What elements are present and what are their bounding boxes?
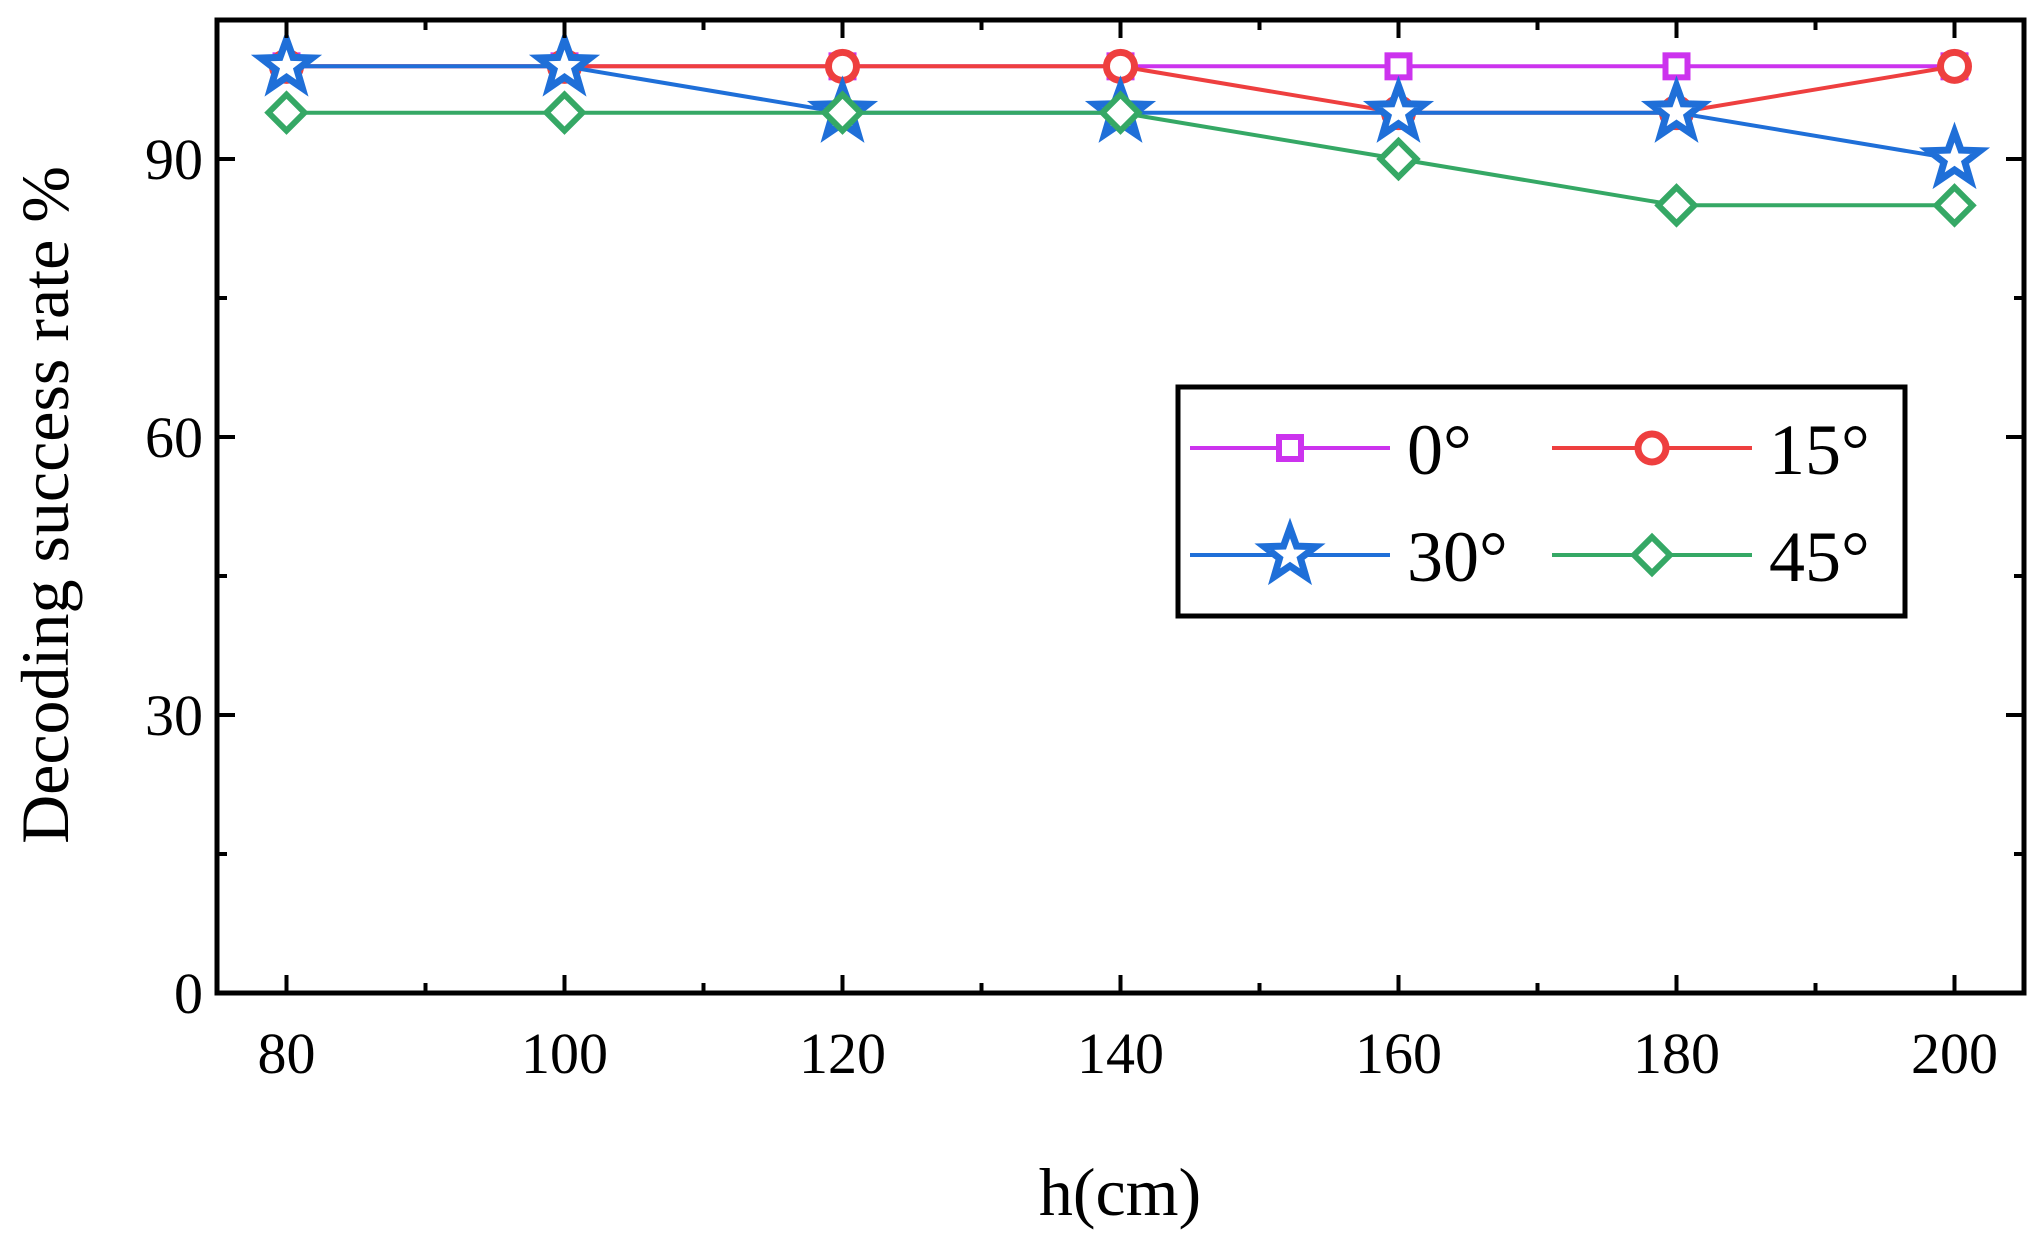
- legend-item: 0°: [1190, 410, 1472, 490]
- x-tick-label: 120: [799, 1021, 886, 1086]
- data-point: [1654, 183, 1699, 228]
- x-tick-label: 80: [258, 1021, 316, 1086]
- legend: 0° 15° 30° 45°: [1175, 384, 1908, 619]
- axis-ticks: [217, 18, 2024, 995]
- y-tick-label: 30: [145, 683, 203, 748]
- data-point: [542, 90, 587, 135]
- x-tick-label: 160: [1355, 1021, 1442, 1086]
- x-tick-label: 200: [1911, 1021, 1998, 1086]
- legend-item: 45°: [1552, 517, 1870, 597]
- legend-label: 30°: [1407, 517, 1508, 597]
- data-point: [250, 28, 323, 97]
- x-tick-label: 180: [1633, 1021, 1720, 1086]
- legend-item: 30°: [1190, 517, 1508, 597]
- x-axis-title: h(cm): [1039, 1154, 1201, 1230]
- legend-label: 0°: [1407, 410, 1472, 490]
- data-point: [1098, 90, 1143, 135]
- data-point: [1937, 48, 1972, 84]
- legend-marker: [1276, 434, 1304, 462]
- data-point: [1362, 75, 1435, 143]
- data-point: [1376, 136, 1421, 182]
- y-axis-title: Decoding success rate %: [7, 166, 83, 844]
- data-point: [1640, 75, 1713, 143]
- x-tick-label: 100: [521, 1021, 608, 1086]
- legend-label: 15°: [1769, 410, 1870, 490]
- legend-marker: [1629, 532, 1675, 578]
- legend-marker: [1254, 517, 1326, 586]
- series-4: [264, 90, 1977, 228]
- legend-label: 45°: [1769, 517, 1870, 597]
- data-point: [1918, 121, 1991, 190]
- legend-marker: [1634, 430, 1670, 466]
- data-point: [1662, 52, 1691, 81]
- x-tick-labels: 80 100 120 140 160 180 200: [258, 1021, 1999, 1086]
- data-point: [1384, 52, 1413, 81]
- plot-area: [250, 28, 1991, 228]
- legend-item: 15°: [1552, 410, 1870, 490]
- y-tick-label: 60: [145, 405, 203, 470]
- y-tick-labels: 0 30 60 90: [145, 127, 203, 1026]
- x-tick-label: 140: [1077, 1021, 1164, 1086]
- data-point: [264, 90, 309, 135]
- data-point: [820, 90, 865, 135]
- legend-box: [1175, 384, 1908, 619]
- y-tick-label: 90: [145, 127, 203, 192]
- y-tick-label: 0: [174, 961, 203, 1026]
- data-point: [1932, 183, 1977, 228]
- data-point: [528, 28, 601, 97]
